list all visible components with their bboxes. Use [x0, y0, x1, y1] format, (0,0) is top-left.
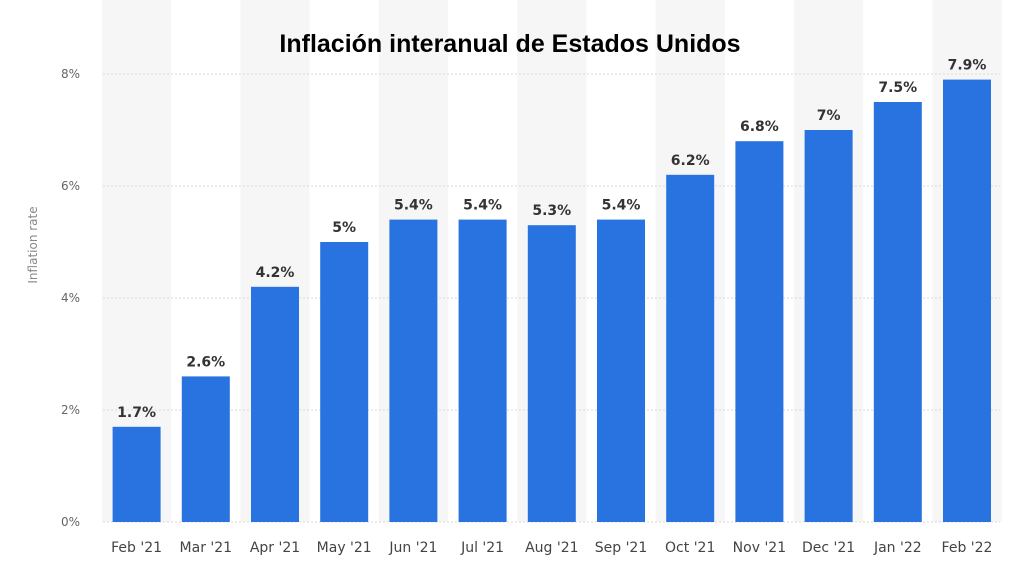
bar [320, 242, 369, 522]
data-label: 5.4% [602, 198, 641, 214]
x-tick-label: Jan '22 [873, 540, 922, 556]
data-label: 6.8% [740, 119, 779, 135]
data-label: 6.2% [671, 153, 710, 169]
y-tick-label: 0% [61, 515, 80, 529]
x-axis: Feb '21 Mar '21 Apr '21 May '21 Jun '21 Jul '… [111, 540, 992, 556]
bar [666, 174, 715, 523]
data-label: 2.6% [186, 354, 225, 370]
bar [943, 79, 991, 522]
y-tick-label: 8% [61, 67, 80, 81]
x-tick-label: Jun '21 [388, 540, 437, 556]
bar [527, 225, 576, 522]
bar [597, 219, 645, 522]
x-tick-label: Feb '22 [942, 540, 993, 556]
x-tick-label: Oct '21 [665, 540, 715, 556]
data-label: 5.4% [394, 198, 433, 214]
data-label: 5.4% [463, 198, 502, 214]
bar [389, 219, 438, 522]
bar [735, 141, 784, 522]
x-tick-label: Feb '21 [111, 540, 162, 556]
x-tick-label: Dec '21 [802, 540, 855, 556]
data-label: 1.7% [117, 405, 156, 421]
y-tick-label: 4% [61, 291, 80, 305]
x-tick-label: Sep '21 [595, 540, 648, 556]
y-tick-label: 2% [61, 403, 80, 417]
x-tick-label: Jul '21 [460, 540, 504, 556]
data-label: 5% [332, 220, 356, 236]
bar [181, 376, 230, 522]
y-axis-label: Inflation rate [26, 206, 40, 283]
bar [804, 130, 853, 522]
chart-title: Inflación interanual de Estados Unidos [279, 30, 740, 58]
y-tick-label: 6% [61, 179, 80, 193]
data-labels: 1.7% 2.6% 4.2% 5% 5.4% 5.4% 5.3% 5.4% 6.2% 6.8% 7%… [117, 58, 986, 421]
bar [873, 102, 922, 522]
bar [251, 286, 299, 522]
x-tick-label: Aug '21 [525, 540, 578, 556]
x-tick-label: Apr '21 [250, 540, 300, 556]
x-tick-label: Mar '21 [180, 540, 233, 556]
y-axis: 0% 2% 4% 6% 8% [61, 67, 80, 529]
data-label: 7% [817, 108, 841, 124]
data-label: 7.5% [878, 80, 917, 96]
bar [458, 219, 507, 522]
data-label: 7.9% [948, 58, 987, 74]
bars [112, 79, 991, 523]
x-tick-label: May '21 [317, 540, 372, 556]
x-tick-label: Nov '21 [733, 540, 786, 556]
data-label: 5.3% [532, 203, 571, 219]
data-label: 4.2% [256, 265, 295, 281]
bar [112, 426, 161, 522]
